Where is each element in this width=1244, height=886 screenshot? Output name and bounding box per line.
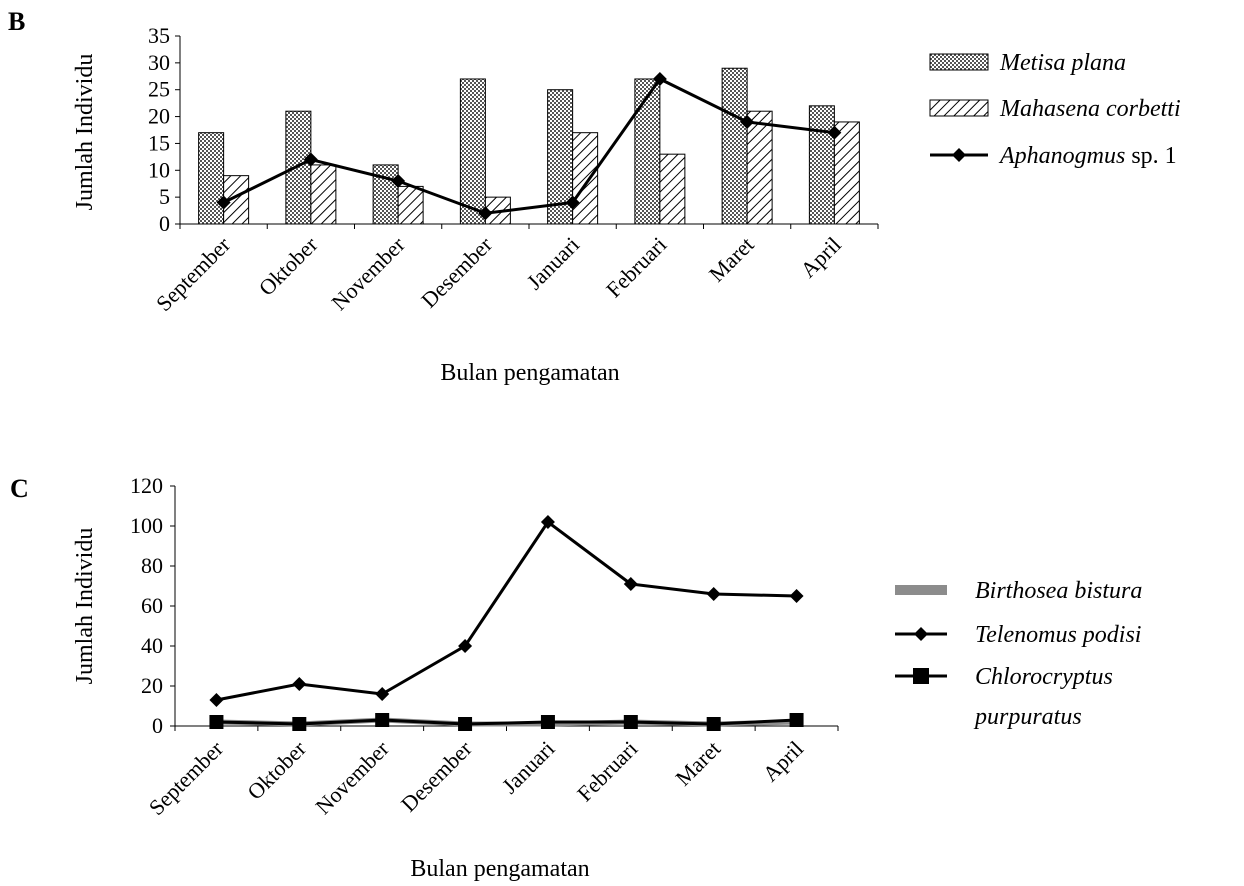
y-tick-label-c: 60 <box>141 593 163 618</box>
x-tick-label-b: April <box>795 232 846 283</box>
x-tick-label-b: November <box>326 231 410 315</box>
y-tick-label-b: 15 <box>148 130 170 155</box>
marker-chlorocryptus-purpuratus <box>458 717 473 731</box>
marker-telenomus-podisi <box>540 515 555 529</box>
x-axis-title-b: Bulan pengamatan <box>440 360 619 386</box>
y-tick-label-b: 25 <box>148 77 170 102</box>
bar-mahasena-corbetti <box>746 110 773 225</box>
marker-chlorocryptus-purpuratus <box>540 715 555 729</box>
x-axis-title-c: Bulan pengamatan <box>410 856 589 882</box>
bar-mahasena-corbetti <box>572 132 599 225</box>
chart-panel-c: C 0 20 40 60 80 100 120 September Oktober Novemb… <box>10 473 1142 882</box>
legend-label-b: Mahasena corbetti <box>999 96 1181 122</box>
marker-aphanogmus <box>652 71 667 86</box>
legend-label-rest: sp. 1 <box>1125 143 1176 169</box>
bar-metisa-plana <box>721 67 748 225</box>
y-axis-title-b: Jumlah Individu <box>72 54 98 211</box>
marker-chlorocryptus-purpuratus <box>623 715 638 729</box>
bar-metisa-plana <box>459 78 486 225</box>
marker-aphanogmus <box>478 206 493 221</box>
legend-label-italic: Aphanogmus <box>998 143 1125 169</box>
x-tick-label-c: Maret <box>670 736 725 791</box>
bar-mahasena-corbetti <box>659 153 686 225</box>
legend-swatch-birthosea-bistura <box>895 585 947 595</box>
y-tick-label-c: 0 <box>152 713 163 738</box>
bar-mahasena-corbetti <box>397 185 424 225</box>
y-tick-label-c: 20 <box>141 673 163 698</box>
marker-aphanogmus <box>303 152 318 167</box>
line-chlorocryptus-purpuratus <box>216 718 797 726</box>
bar-mahasena-corbetti <box>310 164 337 225</box>
x-tick-label-b: Februari <box>601 232 671 302</box>
marker-chlorocryptus-purpuratus <box>789 713 804 727</box>
legend-label-c: Telenomus podisi <box>975 622 1141 648</box>
marker-aphanogmus <box>391 174 406 189</box>
legend-label-b: Aphanogmus sp. 1 <box>998 143 1177 169</box>
marker-telenomus-podisi <box>292 677 307 691</box>
marker-chlorocryptus-purpuratus <box>375 713 390 727</box>
legend-label-c: Chlorocryptus <box>975 664 1113 690</box>
legend-label-c: Birthosea bistura <box>975 578 1142 604</box>
x-tick-label-b: September <box>151 231 236 316</box>
y-tick-label-b: 10 <box>148 157 170 182</box>
legend-label-b: Metisa plana <box>999 50 1126 76</box>
bar-metisa-plana <box>634 78 661 225</box>
x-tick-label-c: September <box>144 735 229 820</box>
legend-label-italic: Mahasena corbetti <box>999 96 1181 122</box>
marker-telenomus-podisi <box>789 589 804 603</box>
x-tick-label-c: Januari <box>497 736 560 799</box>
y-tick-label-b: 5 <box>159 184 170 209</box>
y-tick-label-b: 30 <box>148 50 170 75</box>
y-tick-label-c: 100 <box>130 513 163 538</box>
panel-label-b: B <box>8 7 25 36</box>
y-tick-label-c: 40 <box>141 633 163 658</box>
x-tick-label-b: Maret <box>704 232 759 287</box>
y-tick-label-c: 120 <box>130 473 163 498</box>
x-tick-label-b: Oktober <box>254 231 323 300</box>
bar-metisa-plana <box>198 132 225 225</box>
legend-b: Metisa plana Mahasena corbetti Aphanogmus … <box>929 50 1181 169</box>
y-tick-label-c: 80 <box>141 553 163 578</box>
y-tick-label-b: 35 <box>148 23 170 48</box>
x-tick-label-c: April <box>758 736 809 787</box>
legend-marker-chlorocryptus-purpuratus <box>913 668 929 684</box>
x-tick-label-c: November <box>310 735 394 819</box>
bar-metisa-plana <box>285 110 312 225</box>
y-tick-label-b: 20 <box>148 104 170 129</box>
legend-marker-telenomus-podisi <box>914 627 928 641</box>
panel-label-c: C <box>10 474 29 503</box>
legend-label-italic: Metisa plana <box>999 50 1126 76</box>
marker-aphanogmus <box>565 195 580 210</box>
legend-swatch-metisa-plana <box>929 53 989 71</box>
marker-telenomus-podisi <box>623 577 638 591</box>
marker-aphanogmus <box>216 195 231 210</box>
marker-chlorocryptus-purpuratus <box>292 717 307 731</box>
legend-marker-aphanogmus <box>952 148 966 162</box>
legend-label-c: purpuratus <box>973 704 1082 730</box>
x-tick-label-b: Januari <box>522 232 585 295</box>
legend-swatch-mahasena-corbetti <box>929 99 989 117</box>
x-tick-label-b: Desember <box>416 231 497 312</box>
line-aphanogmus <box>222 77 835 215</box>
bar-metisa-plana <box>372 164 399 225</box>
marker-chlorocryptus-purpuratus <box>209 715 224 729</box>
marker-aphanogmus <box>740 114 755 129</box>
legend-c: Birthosea bistura Telenomus podisi Chloroc… <box>895 578 1142 730</box>
x-tick-label-c: Desember <box>396 735 477 816</box>
line-telenomus-podisi <box>216 519 797 702</box>
y-tick-label-b: 0 <box>159 211 170 236</box>
x-tick-label-c: Februari <box>572 736 642 806</box>
marker-telenomus-podisi <box>458 639 473 653</box>
y-axis-title-c: Jumlah Individu <box>72 528 98 685</box>
marker-telenomus-podisi <box>706 587 721 601</box>
bar-metisa-plana <box>808 105 835 225</box>
marker-chlorocryptus-purpuratus <box>706 717 721 731</box>
bar-mahasena-corbetti <box>833 121 860 225</box>
x-tick-label-c: Oktober <box>242 735 311 804</box>
marker-aphanogmus <box>827 125 842 140</box>
marker-telenomus-podisi <box>375 687 390 701</box>
marker-telenomus-podisi <box>209 693 224 707</box>
